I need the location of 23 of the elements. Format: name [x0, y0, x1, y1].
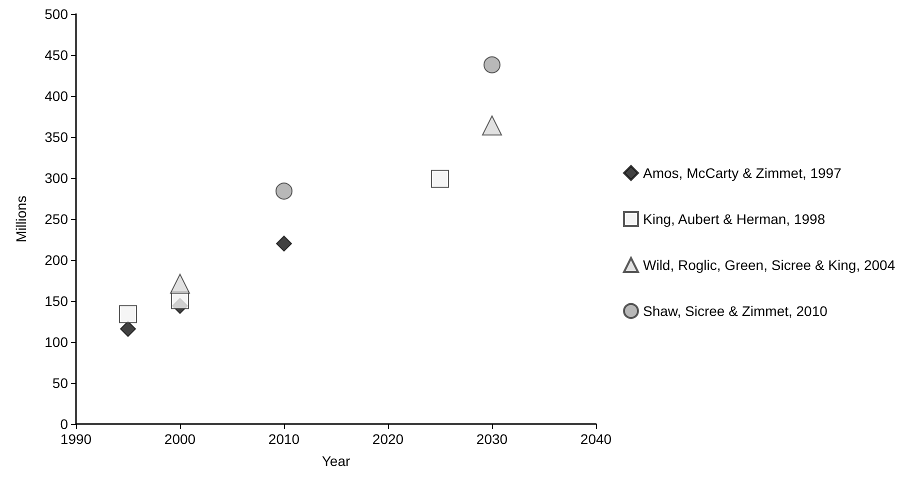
- y-tick-label: 200: [44, 252, 68, 268]
- x-axis-title: Year: [322, 453, 350, 469]
- x-tick-label: 2030: [476, 431, 508, 447]
- x-tick-label: 2000: [164, 431, 196, 447]
- x-tick-label: 2010: [268, 431, 300, 447]
- legend-label: Wild, Roglic, Green, Sicree & King, 2004: [643, 257, 896, 273]
- y-tick-label: 0: [60, 416, 68, 432]
- y-tick-label: 100: [44, 334, 68, 350]
- legend-label: King, Aubert & Herman, 1998: [643, 211, 826, 227]
- legend-label: Shaw, Sicree & Zimmet, 2010: [643, 303, 828, 319]
- y-tick-label: 50: [52, 375, 68, 391]
- x-tick-label: 2040: [580, 431, 612, 447]
- x-tick-label: 1990: [60, 431, 92, 447]
- y-tick-label: 250: [44, 211, 68, 227]
- y-axis-title: Millions: [13, 196, 29, 242]
- y-tick-label: 500: [44, 6, 68, 22]
- y-tick-label: 300: [44, 170, 68, 186]
- y-tick-label: 350: [44, 129, 68, 145]
- y-tick-label: 400: [44, 88, 68, 104]
- x-tick-label: 2020: [372, 431, 404, 447]
- legend-label: Amos, McCarty & Zimmet, 1997: [643, 165, 842, 181]
- y-tick-label: 150: [44, 293, 68, 309]
- y-tick-label: 450: [44, 47, 68, 63]
